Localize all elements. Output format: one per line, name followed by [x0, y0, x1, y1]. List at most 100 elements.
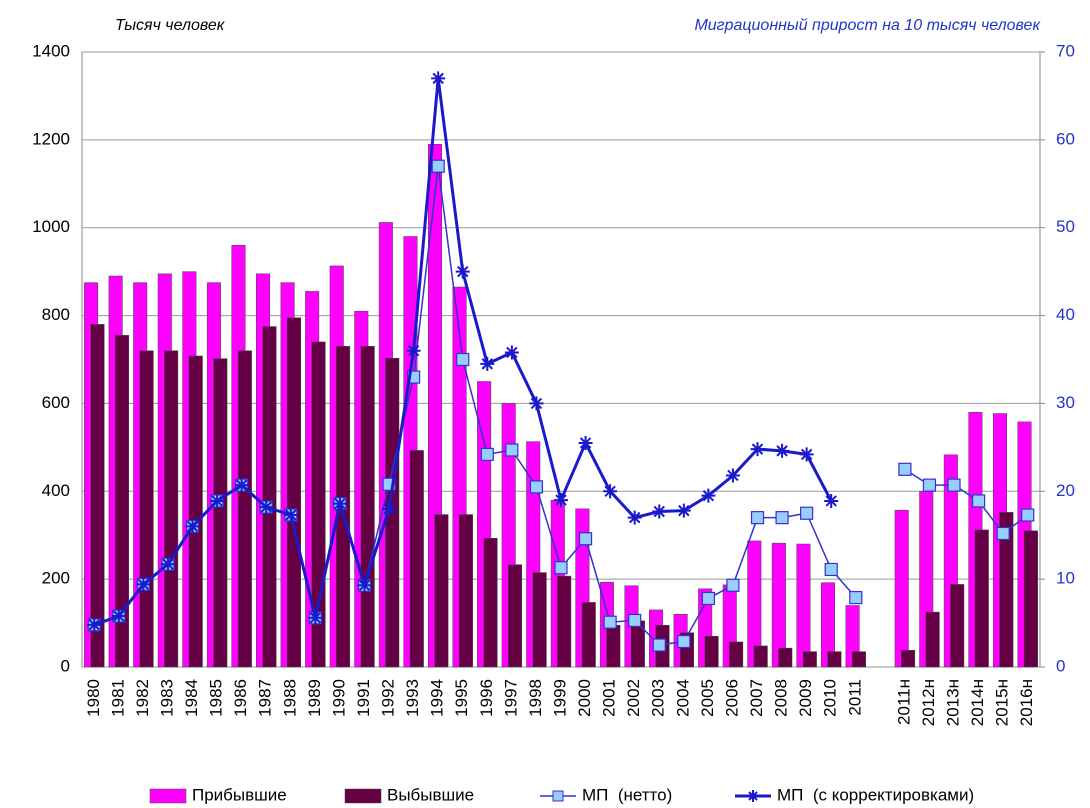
marker: [922, 478, 937, 492]
x-tick-label: 1984: [182, 679, 201, 717]
x-tick-label: 2011н: [894, 679, 913, 725]
marker: [529, 396, 544, 411]
marker: [431, 159, 445, 173]
bar: [851, 651, 866, 668]
x-tick-label: 1987: [256, 679, 275, 717]
bar: [901, 650, 916, 668]
bar: [557, 575, 572, 668]
marker: [480, 447, 494, 461]
x-tick-label: 2001: [600, 679, 619, 717]
legend-label: МП (с корректировками): [777, 785, 974, 804]
marker: [898, 462, 912, 476]
x-tick-label: 1982: [133, 679, 152, 717]
bar: [139, 350, 154, 668]
y-tick-label: 1000: [32, 217, 70, 236]
marker: [947, 478, 961, 492]
marker: [750, 442, 765, 457]
x-tick-label: 2005: [698, 679, 717, 717]
marker: [726, 578, 740, 592]
x-tick-label: 2016н: [1017, 679, 1036, 726]
bar: [458, 514, 473, 668]
marker: [676, 503, 691, 518]
marker: [234, 478, 249, 493]
y2-tick-label: 20: [1056, 481, 1075, 500]
y2-tick-label: 70: [1056, 41, 1075, 60]
legend-swatch: [747, 790, 759, 802]
y-tick-label: 1400: [32, 41, 70, 60]
x-tick-label: 1997: [501, 679, 520, 717]
marker: [849, 590, 863, 605]
bar: [796, 543, 811, 668]
y-tick-label: 0: [61, 656, 70, 675]
x-tick-label: 2008: [772, 679, 791, 717]
legend-label: Прибывшие: [192, 785, 287, 804]
marker: [210, 493, 225, 508]
bar: [999, 512, 1014, 668]
marker: [455, 264, 470, 279]
bar: [286, 317, 301, 668]
marker: [824, 493, 839, 508]
x-tick-label: 1989: [305, 679, 324, 717]
marker: [677, 634, 691, 649]
marker: [554, 493, 568, 508]
marker: [701, 591, 715, 606]
bar: [950, 584, 965, 668]
bar: [704, 636, 719, 668]
legend-swatch: [344, 788, 382, 804]
y2-tick-label: 0: [1056, 656, 1065, 675]
marker: [824, 562, 838, 577]
marker: [308, 610, 323, 625]
marker: [603, 615, 617, 629]
x-tick-label: 1986: [231, 679, 250, 717]
marker: [160, 557, 175, 572]
x-tick-label: 2014н: [968, 679, 987, 726]
marker: [971, 494, 986, 508]
x-tick-label: 1996: [477, 679, 496, 717]
legend-label: Выбывшие: [387, 785, 474, 804]
bar: [827, 651, 842, 668]
marker: [480, 356, 495, 371]
marker: [504, 345, 519, 360]
bar: [974, 529, 989, 668]
marker: [800, 506, 814, 520]
y2-tick-label: 40: [1056, 305, 1075, 324]
y-tick-label: 1200: [32, 129, 70, 148]
marker: [701, 488, 716, 503]
x-tick-label: 1991: [354, 679, 373, 717]
x-tick-label: 2012н: [919, 679, 938, 726]
x-tick-label: 1992: [379, 679, 398, 717]
x-tick-label: 1990: [329, 679, 348, 717]
bar: [262, 326, 277, 668]
marker: [603, 484, 618, 499]
y-tick-label: 800: [42, 305, 70, 324]
marker: [628, 613, 642, 628]
x-tick-label: 2010: [821, 679, 840, 717]
x-tick-label: 1995: [452, 679, 471, 717]
marker: [554, 561, 568, 575]
bar: [778, 647, 793, 668]
bar: [753, 645, 768, 668]
marker: [357, 578, 372, 593]
y2-axis-title: Миграционный прирост на 10 тысяч человек: [694, 17, 1041, 34]
marker: [578, 435, 593, 450]
bar: [1023, 530, 1038, 668]
bar: [164, 350, 179, 668]
x-tick-label: 1981: [108, 679, 127, 717]
marker: [652, 504, 667, 519]
bar: [729, 641, 744, 668]
x-tick-label: 1983: [157, 679, 176, 717]
marker: [725, 468, 740, 483]
y2-tick-label: 60: [1056, 129, 1075, 148]
bar: [237, 350, 252, 668]
marker: [185, 519, 200, 534]
x-tick-label: 1985: [207, 679, 226, 717]
bar: [483, 538, 498, 668]
y-axis-title: Тысяч человек: [115, 17, 226, 34]
bar: [925, 611, 940, 668]
bar: [360, 346, 375, 668]
marker: [529, 480, 544, 494]
marker: [505, 443, 519, 457]
x-tick-label: 2003: [649, 679, 668, 717]
y-tick-label: 200: [42, 569, 70, 588]
